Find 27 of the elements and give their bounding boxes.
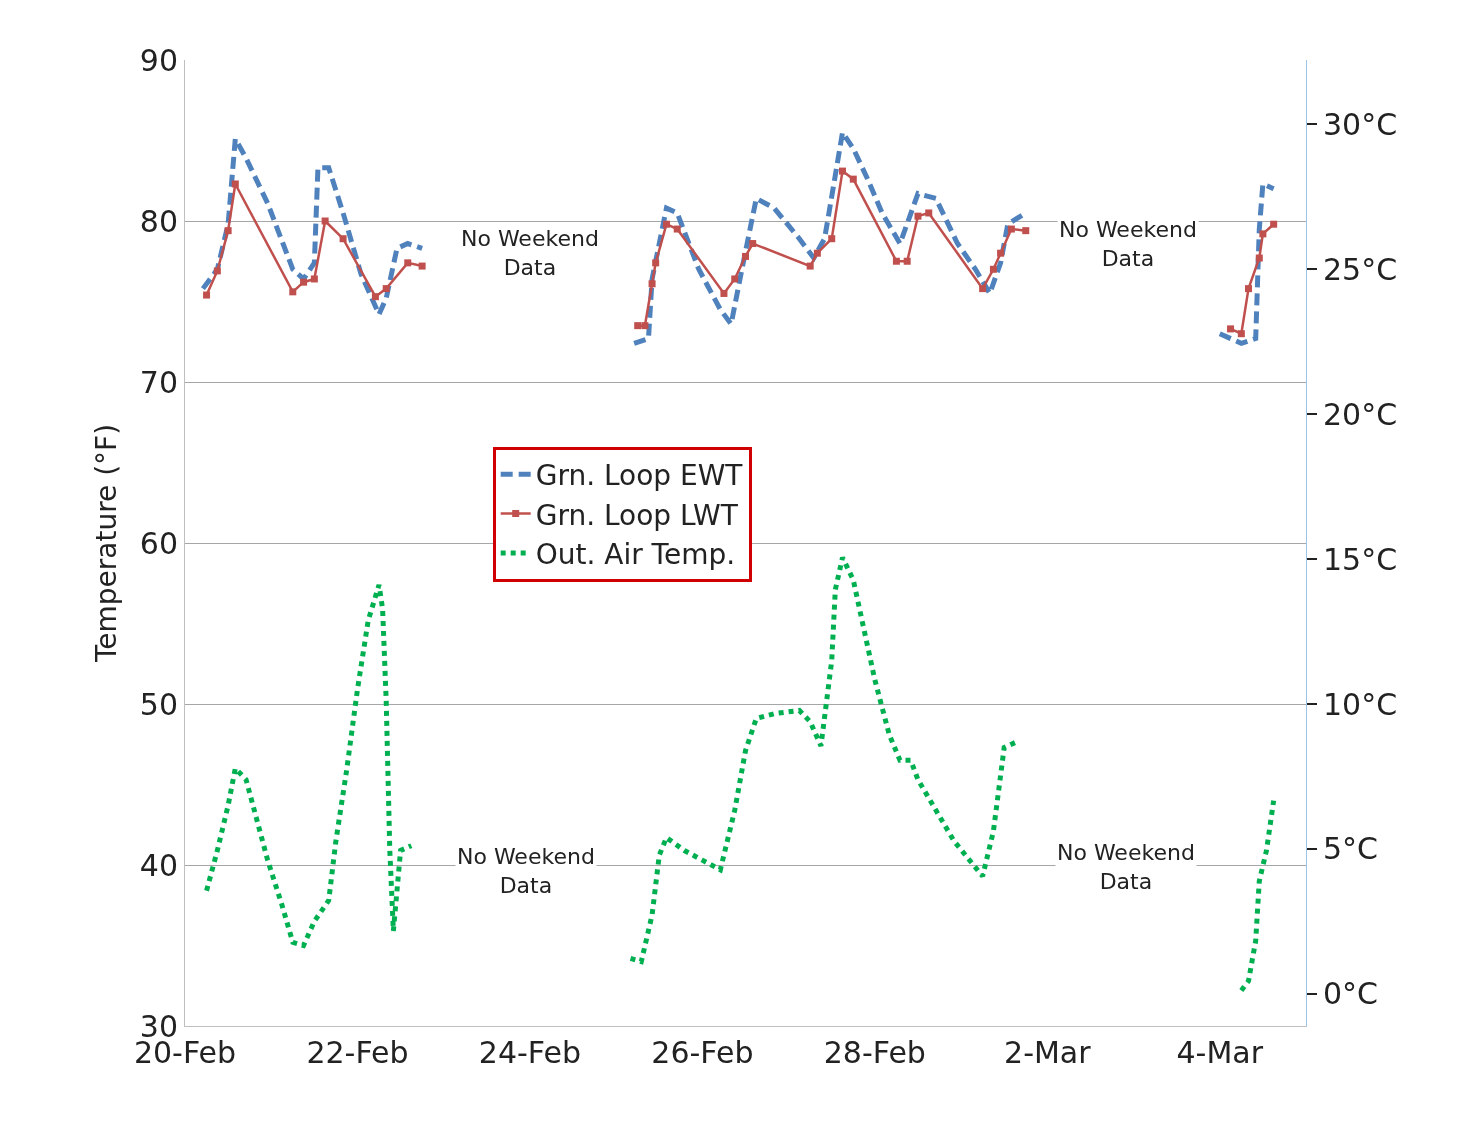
y-tick-label: 60	[139, 525, 178, 561]
y2-tick-label: 30°C	[1323, 106, 1398, 142]
annotation: No Weekend Data	[1059, 217, 1197, 271]
y2-tick-label: 10°C	[1323, 686, 1398, 722]
y2-tick-label: 0°C	[1323, 976, 1379, 1012]
annotation: No Weekend Data	[457, 844, 595, 898]
annotation: No Weekend Data	[461, 226, 599, 280]
legend-label: Grn. Loop EWT	[535, 459, 744, 493]
x-tick-label: 24-Feb	[478, 1035, 581, 1070]
y2-tick-label: 20°C	[1323, 396, 1398, 432]
y-tick-label: 40	[139, 847, 178, 883]
x-tick-label: 26-Feb	[651, 1035, 754, 1070]
annotation: No Weekend Data	[1057, 840, 1195, 894]
y-axis-title: Temperature (°F)	[89, 423, 123, 664]
y2-tick-label: 25°C	[1323, 251, 1398, 287]
x-tick-label: 22-Feb	[306, 1035, 409, 1070]
y-tick-label: 80	[139, 203, 178, 239]
x-tick-label: 2-Mar	[1004, 1035, 1092, 1070]
legend-label: Out. Air Temp.	[535, 537, 736, 571]
y-tick-label: 90	[139, 42, 178, 78]
legend-label: Grn. Loop LWT	[535, 498, 739, 532]
y2-tick-label: 5°C	[1323, 831, 1379, 867]
y-tick-label: 70	[139, 364, 178, 400]
x-tick-label: 28-Feb	[823, 1035, 926, 1070]
x-tick-label: 4-Mar	[1176, 1035, 1264, 1070]
y-tick-label: 50	[139, 686, 178, 722]
y2-tick-label: 15°C	[1323, 541, 1398, 577]
